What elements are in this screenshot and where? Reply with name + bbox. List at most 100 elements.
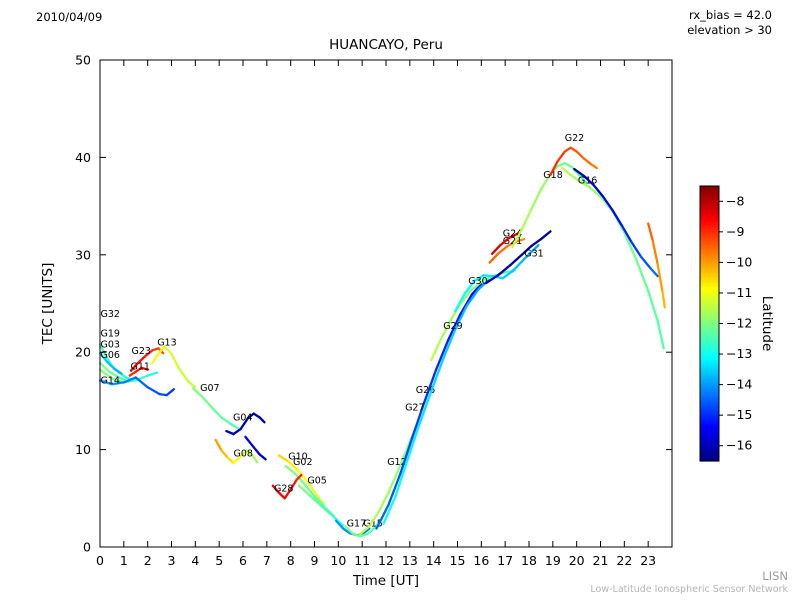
track-segment xyxy=(271,484,280,494)
track-segment xyxy=(539,172,552,191)
series-label: G24 xyxy=(503,228,522,239)
track-segment xyxy=(508,253,523,267)
colorbar-swatch xyxy=(700,241,719,244)
track-segment xyxy=(277,454,290,463)
track-segment xyxy=(245,449,254,457)
track-segment xyxy=(387,472,402,507)
track-segment xyxy=(332,515,345,527)
track-segment xyxy=(151,351,161,365)
track-segment xyxy=(165,388,176,397)
colorbar-swatch xyxy=(700,396,719,400)
track-segment xyxy=(244,435,254,447)
track-segment xyxy=(136,354,147,365)
track-segment xyxy=(315,494,326,507)
colorbar-swatch xyxy=(700,440,719,444)
series-label: G15 xyxy=(363,519,382,530)
colorbar-swatch xyxy=(700,234,719,238)
series-label: G16 xyxy=(578,176,597,187)
track-segment xyxy=(647,289,659,323)
track-segment xyxy=(303,483,316,498)
colorbar-tick-label: −16 xyxy=(726,438,752,453)
track-segment xyxy=(220,449,229,459)
x-tick-label: 23 xyxy=(640,553,656,568)
series-label: G28 xyxy=(274,483,293,494)
track-segment xyxy=(375,503,390,530)
track-segment xyxy=(334,519,345,530)
colorbar-swatch xyxy=(700,229,719,233)
track-segment xyxy=(146,371,159,377)
colorbar-swatch xyxy=(700,220,719,224)
colorbar-tick-label: −14 xyxy=(726,377,752,392)
track-segment xyxy=(363,527,371,534)
track-segment xyxy=(226,456,235,465)
series-label: G22 xyxy=(565,133,584,144)
colorbar-swatch xyxy=(700,442,719,446)
track-segment xyxy=(561,166,571,176)
track-segment xyxy=(158,392,168,397)
colorbar-swatch xyxy=(700,330,719,334)
series-unlabeled xyxy=(573,167,659,278)
track-segment xyxy=(639,255,652,270)
colorbar-swatch xyxy=(700,323,719,327)
track-segment xyxy=(422,368,438,404)
colorbar-swatch xyxy=(700,224,719,228)
colorbar-swatch xyxy=(700,195,719,199)
colorbar-swatch xyxy=(700,188,719,192)
x-tick-label: 0 xyxy=(96,553,104,568)
colorbar-swatch xyxy=(700,208,719,212)
series-G04: G04 xyxy=(225,412,266,436)
x-tick-label: 15 xyxy=(450,553,466,568)
colorbar-swatch xyxy=(700,296,719,299)
colorbar-tick-label: −13 xyxy=(726,346,752,361)
x-tick-label: 14 xyxy=(426,553,442,568)
track-segment xyxy=(470,282,483,296)
track-segment xyxy=(214,438,223,452)
track-segment xyxy=(187,380,197,389)
colorbar-swatch xyxy=(700,186,719,189)
series-label: G30 xyxy=(468,276,487,287)
colorbar-swatch xyxy=(700,344,719,348)
colorbar-tick-label: −12 xyxy=(726,316,752,331)
colorbar-swatch xyxy=(700,215,719,219)
track-segment xyxy=(630,240,643,258)
track-segment xyxy=(287,460,299,472)
series-G05: G05 xyxy=(297,476,345,527)
colorbar-label: Latitude xyxy=(759,296,775,352)
colorbar-swatch xyxy=(700,316,719,320)
colorbar-swatch xyxy=(700,362,719,366)
series-G31: G31 xyxy=(484,230,552,285)
colorbar-swatch xyxy=(700,314,719,318)
series-G24: G24 xyxy=(490,228,522,255)
series-G30: G30 xyxy=(453,243,540,313)
colorbar-swatch xyxy=(700,266,719,270)
colorbar-swatch xyxy=(700,309,719,313)
series-G11: G11 xyxy=(128,362,150,377)
track-segment xyxy=(110,381,125,386)
x-tick-label: 2 xyxy=(144,553,152,568)
colorbar-swatch xyxy=(700,325,719,329)
track-segment xyxy=(320,504,335,518)
track-segment xyxy=(134,366,143,373)
track-segment xyxy=(515,238,526,243)
track-segment xyxy=(232,427,242,436)
colorbar-swatch xyxy=(700,435,719,439)
colorbar-swatch xyxy=(700,279,719,283)
track-segment xyxy=(283,488,292,500)
colorbar-tick-label: −9 xyxy=(726,224,744,239)
colorbar-swatch xyxy=(700,367,719,370)
series-label: G05 xyxy=(307,476,326,487)
colorbar-swatch xyxy=(700,353,719,357)
track-segment xyxy=(601,195,614,212)
track-segment xyxy=(122,376,137,384)
series-G28: G28 xyxy=(271,473,303,500)
series-unlabeled xyxy=(647,222,666,309)
y-tick-label: 50 xyxy=(75,53,91,68)
colorbar-swatch xyxy=(700,250,719,254)
track-segment xyxy=(170,352,180,369)
track-segment xyxy=(430,338,442,362)
x-tick-label: 19 xyxy=(545,553,561,568)
colorbar-swatch xyxy=(700,401,719,405)
track-segment xyxy=(246,412,255,420)
series-label: G32 xyxy=(100,309,119,320)
colorbar-swatch xyxy=(700,369,719,373)
